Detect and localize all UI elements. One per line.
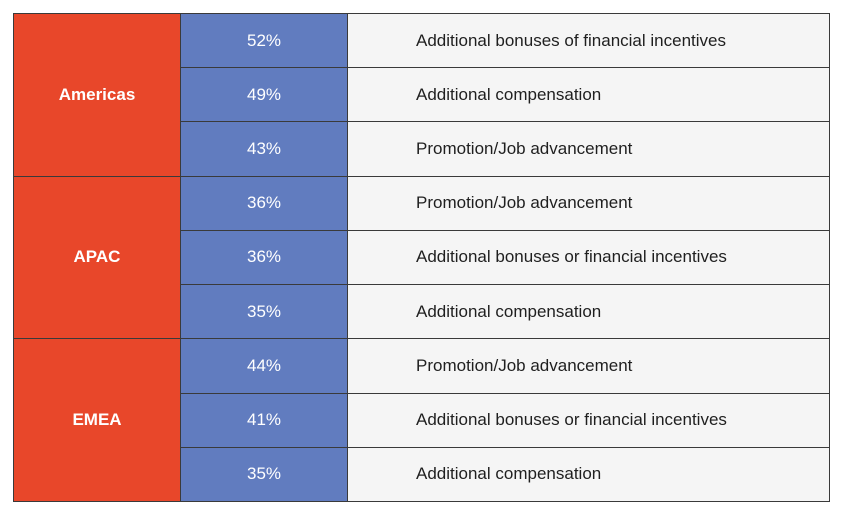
incentive-label-cell: Additional bonuses or financial incentiv… — [347, 392, 830, 448]
percent-cell: 44% — [180, 338, 348, 394]
incentive-label-cell: Promotion/Job advancement — [347, 175, 830, 231]
region-cell-americas: Americas — [13, 13, 181, 177]
percent-cell: 43% — [180, 121, 348, 177]
percent-cell: 35% — [180, 446, 348, 503]
table-row: 36% Additional bonuses or financial ince… — [14, 229, 830, 286]
table-row: APAC 36% Promotion/Job advancement — [13, 175, 830, 340]
table-row: 41% Additional bonuses or financial ince… — [14, 392, 830, 448]
percent-cell: 36% — [180, 175, 348, 231]
percent-cell: 35% — [180, 284, 348, 340]
table-row: 35% Additional compensation — [14, 446, 830, 503]
region-cell-emea: EMEA — [13, 338, 181, 502]
incentive-label-cell: Promotion/Job advancement — [347, 121, 830, 177]
incentive-label-cell: Additional bonuses or financial incentiv… — [347, 229, 830, 286]
table-row: 35% Additional compensation — [14, 284, 830, 340]
percent-cell: 41% — [180, 392, 348, 448]
incentive-label-cell: Additional bonuses of financial incentiv… — [347, 12, 830, 69]
incentive-label-cell: Promotion/Job advancement — [347, 338, 830, 394]
percent-cell: 36% — [180, 229, 348, 286]
incentive-label-cell: Additional compensation — [347, 446, 830, 503]
incentive-label-cell: Additional compensation — [347, 67, 830, 123]
table-row: Americas 52% Additional bonuses of finan… — [13, 12, 830, 177]
table-row: 43% Promotion/Job advancement — [14, 121, 830, 177]
incentive-label-cell: Additional compensation — [347, 284, 830, 340]
incentives-by-region-table: Americas 52% Additional bonuses of finan… — [13, 12, 830, 503]
table-row: EMEA 44% Promotion/Job advancement — [13, 338, 830, 502]
region-cell-apac: APAC — [13, 175, 181, 340]
percent-cell: 49% — [180, 67, 348, 123]
table-row: 49% Additional compensation — [14, 67, 830, 123]
percent-cell: 52% — [180, 12, 348, 69]
